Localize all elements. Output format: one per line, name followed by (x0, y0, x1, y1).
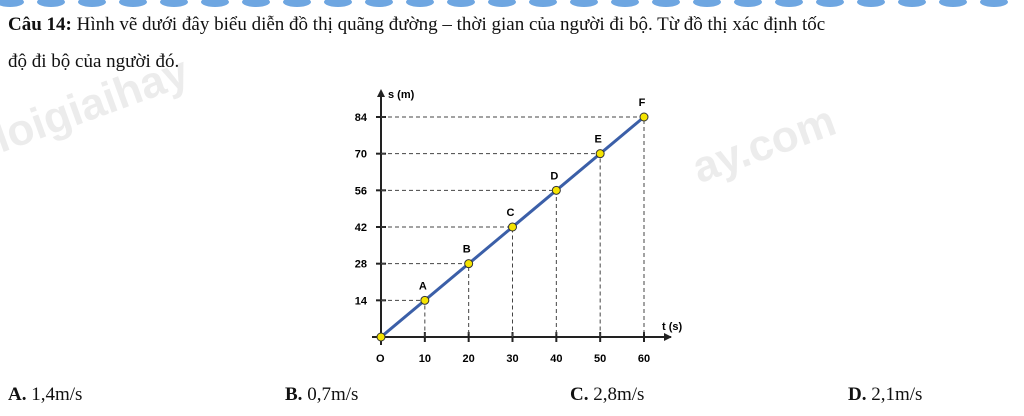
border-scallop (488, 0, 516, 7)
option-letter: C. (570, 384, 589, 405)
data-point (595, 149, 605, 159)
border-scallop (283, 0, 311, 7)
border-scallop (775, 0, 803, 7)
border-scallop (652, 0, 680, 7)
data-point (376, 332, 386, 342)
y-tick-label: 70 (355, 149, 367, 161)
point-label: C (507, 207, 515, 219)
border-scallop (119, 0, 147, 7)
border-scallop (447, 0, 475, 7)
data-point (639, 112, 649, 122)
question-number: Câu 14: (8, 14, 72, 35)
distance-time-chart: s (m) t (s) O 10 20 30 40 50 60 14 28 42 56 70 84 A B C D E… (355, 89, 683, 365)
data-point (508, 222, 517, 232)
option-a[interactable]: A. 1,4m/s (8, 384, 82, 406)
option-text: 2,8m/s (588, 384, 645, 405)
question-body: Hình vẽ dưới đây biểu diễn đồ thị quãng … (71, 14, 826, 35)
option-letter: A. (8, 384, 27, 405)
y-tick-label: 56 (355, 185, 367, 197)
point-label: A (419, 280, 427, 292)
border-scallop (242, 0, 270, 7)
border-scallop (693, 0, 721, 7)
border-scallop (611, 0, 639, 7)
y-tick-label: 84 (355, 112, 368, 124)
y-axis-label: s (m) (388, 89, 415, 101)
data-point (464, 259, 474, 269)
border-scallop (201, 0, 229, 7)
border-scallop (857, 0, 885, 7)
x-axis-label: t (s) (662, 321, 683, 333)
border-scallop (37, 0, 65, 7)
x-tick-label: 10 (419, 353, 431, 365)
border-scallop (816, 0, 844, 7)
border-scallop (78, 0, 106, 7)
question-text-line2: độ đi bộ của người đó. (8, 51, 180, 72)
option-letter: D. (848, 384, 867, 405)
border-scallop (898, 0, 926, 7)
border-scallop (529, 0, 557, 7)
y-tick-label: 28 (355, 259, 367, 271)
data-point (420, 295, 430, 305)
border-scallop (324, 0, 352, 7)
x-tick-label: 50 (594, 353, 606, 365)
border-scallop (980, 0, 1008, 7)
point-label: F (639, 97, 646, 109)
point-label: B (463, 244, 471, 256)
border-scallop (734, 0, 762, 7)
guide-line (381, 226, 513, 337)
option-d[interactable]: D. 2,1m/s (848, 384, 922, 406)
option-text: 1,4m/s (26, 384, 83, 405)
option-c[interactable]: C. 2,8m/s (570, 384, 644, 406)
y-tick-label: 42 (355, 222, 367, 234)
x-axis-arrow-icon (664, 333, 672, 341)
option-text: 0,7m/s (302, 384, 359, 405)
border-scallop (160, 0, 188, 7)
border-scallop (365, 0, 393, 7)
point-label: D (550, 170, 558, 182)
decorative-border (0, 0, 1008, 7)
option-b[interactable]: B. 0,7m/s (285, 384, 358, 406)
y-tick-label: 14 (355, 295, 368, 307)
x-tick-label: 60 (638, 353, 650, 365)
x-tick-label: 20 (463, 353, 475, 365)
option-text: 2,1m/s (866, 384, 923, 405)
border-scallop (406, 0, 434, 7)
border-scallop (0, 0, 24, 7)
x-tick-label: 40 (550, 353, 562, 365)
question-text: Câu 14: Hình vẽ dưới đây biểu diễn đồ th… (8, 14, 825, 36)
x-tick-label: 30 (506, 353, 518, 365)
option-letter: B. (285, 384, 303, 405)
point-label: E (594, 134, 601, 146)
border-scallop (939, 0, 967, 7)
data-point (551, 185, 561, 195)
y-axis-arrow-icon (377, 89, 385, 97)
border-scallop (570, 0, 598, 7)
origin-label: O (376, 353, 385, 365)
